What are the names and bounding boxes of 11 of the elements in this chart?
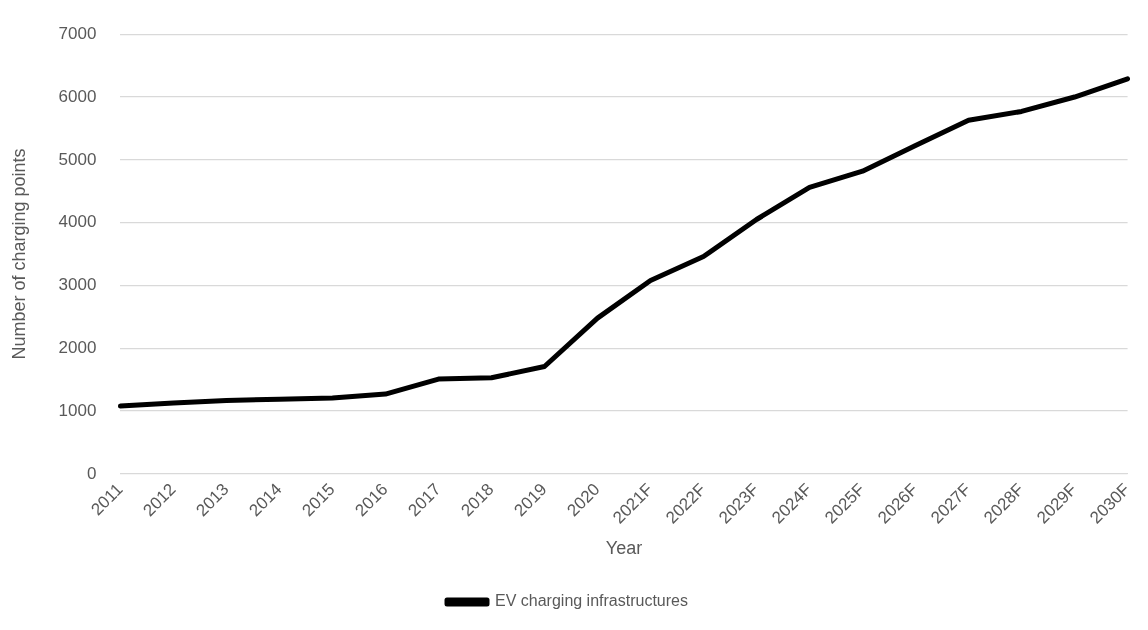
y-tick-label: 1000 — [58, 400, 97, 420]
y-tick-label: 6000 — [58, 86, 97, 106]
x-axis-title: Year — [605, 538, 643, 559]
y-tick-label: 2000 — [58, 337, 97, 357]
y-axis-title: Number of charging points — [8, 148, 29, 360]
y-tick-label: 3000 — [58, 275, 97, 295]
y-tick-label: 0 — [86, 463, 97, 483]
y-tick-label: 4000 — [58, 212, 97, 232]
y-tick-label: 7000 — [58, 23, 97, 43]
legend-label: EV charging infrastructures — [495, 592, 688, 610]
y-tick-label: 5000 — [58, 149, 97, 169]
